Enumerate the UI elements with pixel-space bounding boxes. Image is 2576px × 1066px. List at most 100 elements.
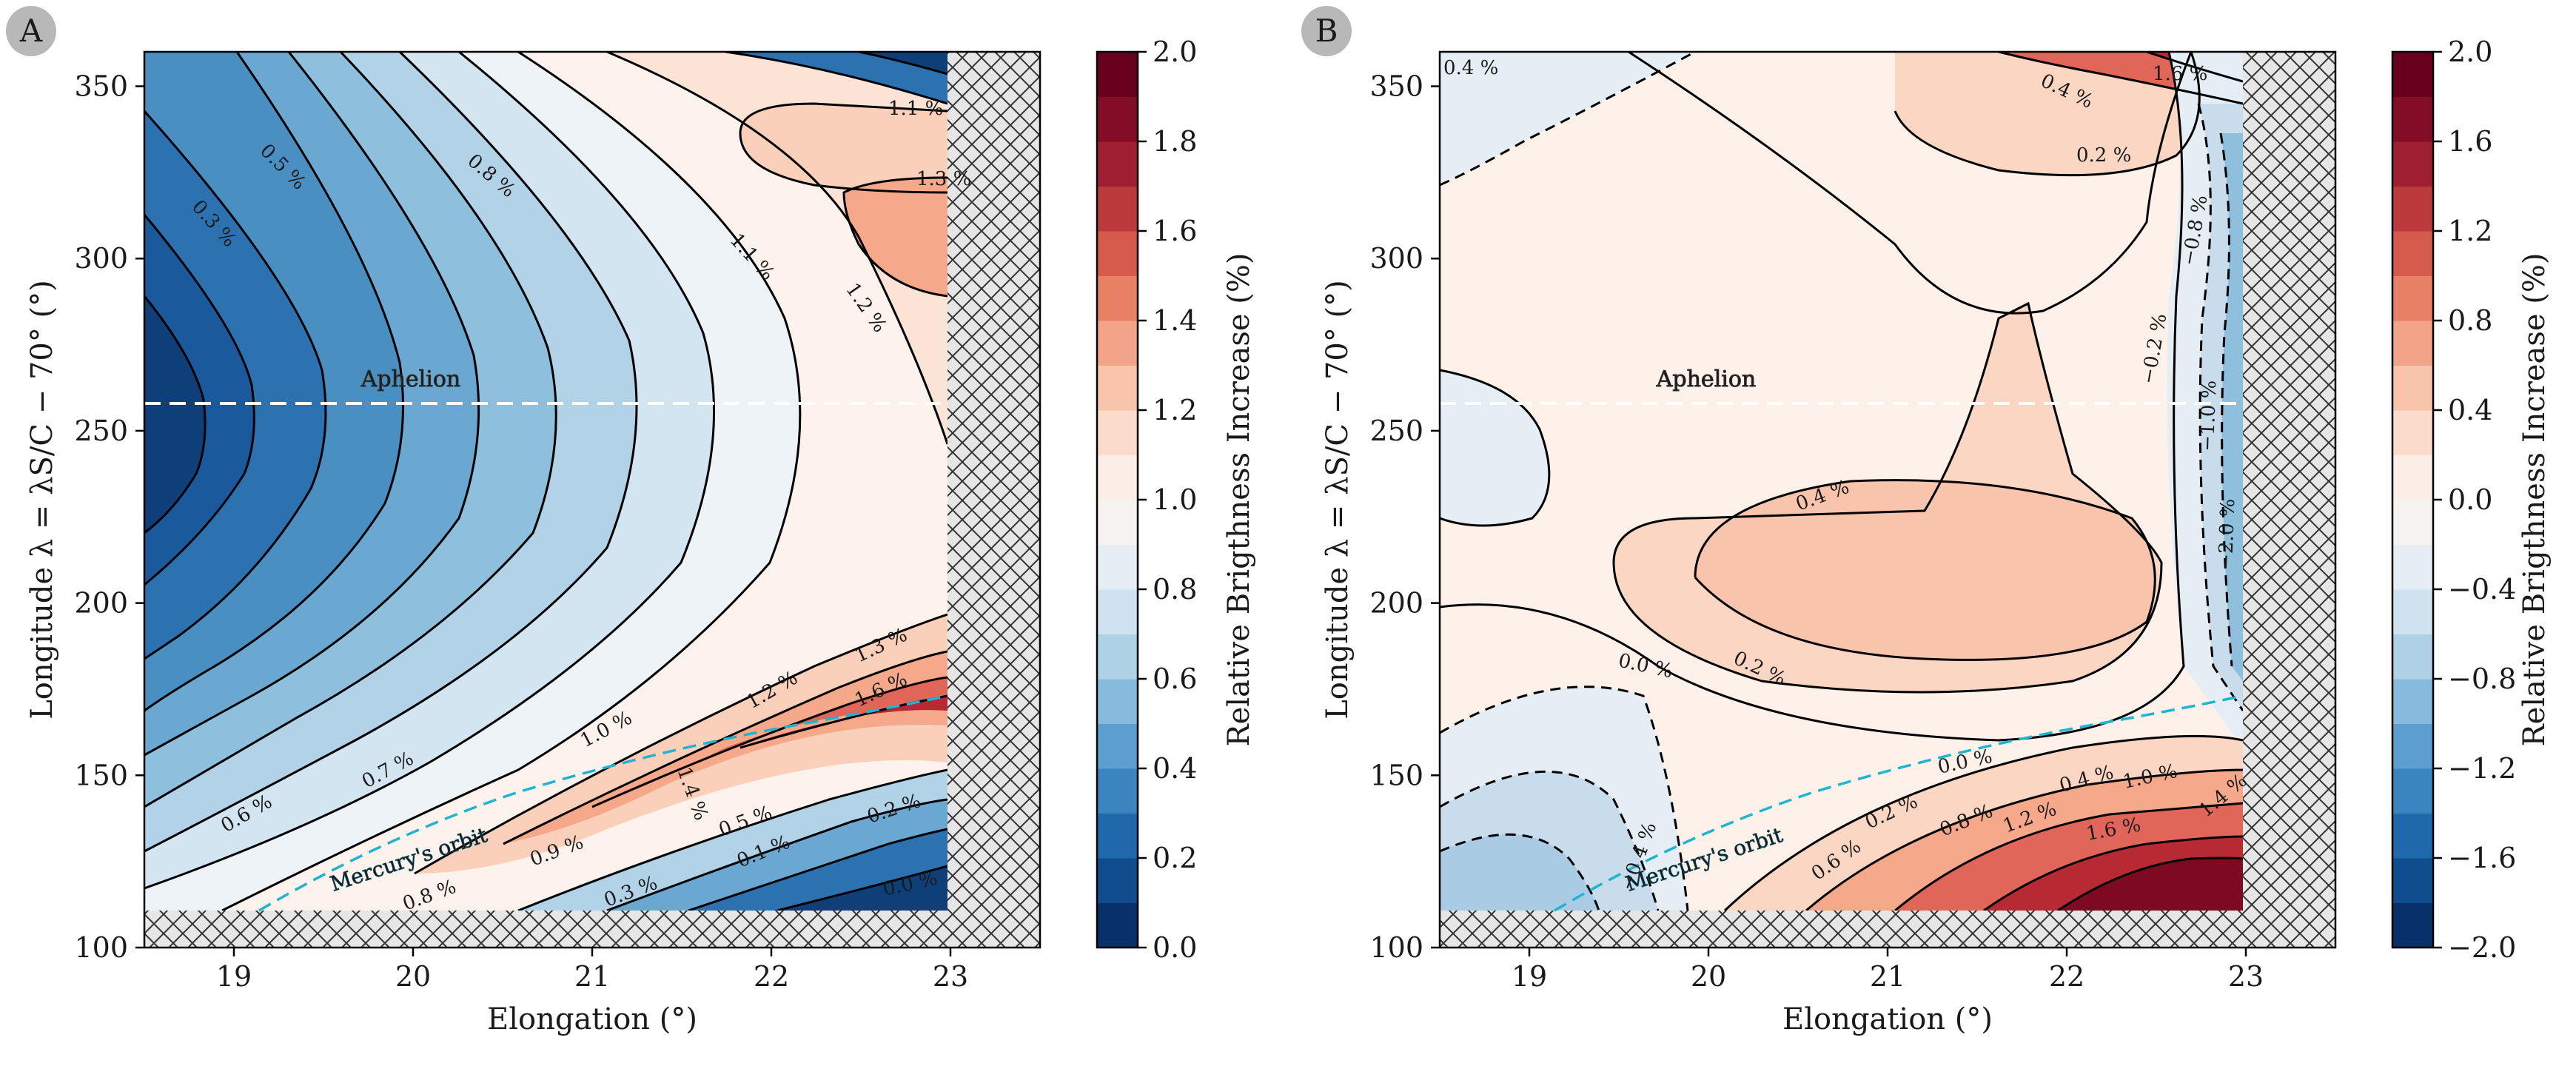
colorbar-tick-label: 0.4 <box>1153 752 1197 785</box>
colorbar-tick-label: 2.0 <box>1153 36 1197 68</box>
colorbar-tick-label: 1.6 <box>2448 125 2492 158</box>
colorbar-segment <box>1097 768 1138 814</box>
colorbar-segment <box>1097 723 1138 769</box>
colorbar-segment <box>1097 500 1138 545</box>
colorbar-b: −2.0 −1.6 −1.2 −0.8 −0.4 0.0 0.4 0.8 1.2 1.6 2.0 Re… <box>2391 36 2552 964</box>
colorbar-segment <box>2392 141 2433 187</box>
colorbar-tick-label: 1.2 <box>1153 394 1197 426</box>
colorbar-segment <box>2392 768 2433 814</box>
panel-badge-a <box>6 6 56 56</box>
y-tick-label: 300 <box>74 242 128 275</box>
x-tick-label: 19 <box>216 960 252 993</box>
colorbar-tick-label: 0.6 <box>1153 663 1197 695</box>
colorbar-segment <box>2392 723 2433 769</box>
colorbar-segment <box>1097 96 1138 142</box>
colorbar-segment <box>2392 321 2433 366</box>
colorbar-segment <box>1097 52 1138 97</box>
contour-label-b: 0.4 % <box>1443 57 1498 79</box>
colorbar-segment <box>2392 275 2433 321</box>
colorbar-tick-label: 1.6 <box>1153 215 1197 247</box>
hatch-bottom-b <box>1440 911 2335 948</box>
colorbar-segment <box>2392 455 2433 500</box>
colorbar-tick-label: −1.6 <box>2448 842 2516 874</box>
y-tick-label: 250 <box>74 415 128 447</box>
contour-label-b: −1.0 % <box>2196 380 2221 452</box>
contour-label-b: 1.6 % <box>2153 63 2207 85</box>
x-tick-label: 21 <box>574 960 610 993</box>
colorbar-segment <box>1097 679 1138 724</box>
colorbar-tick-label: 2.0 <box>2448 36 2492 68</box>
colorbar-segment <box>1097 365 1138 411</box>
contour-label-a: 1.3 % <box>916 168 971 190</box>
y-tick-label: 250 <box>1369 415 1423 447</box>
contour-label-b: 0.2 % <box>2076 144 2131 167</box>
x-axis-label: Elongation (°) <box>1782 1002 1993 1036</box>
colorbar-segment <box>2392 679 2433 724</box>
orbit-line-b <box>1554 694 2244 912</box>
panel-a: A <box>6 6 1256 1036</box>
colorbar-tick-label: 0.4 <box>2448 394 2492 426</box>
panel-label-a: A <box>19 13 43 49</box>
y-tick-label: 150 <box>74 759 128 791</box>
colorbar-segment <box>2392 96 2433 142</box>
y-tick-label: 100 <box>74 931 128 964</box>
y-tick-label: 200 <box>74 587 128 620</box>
colorbar-tick-label: −0.8 <box>2448 663 2516 695</box>
x-tick-label: 23 <box>933 960 968 993</box>
axes-a: 19 20 21 22 23 100 150 200 250 300 350 Elongation (… <box>25 70 968 1036</box>
y-tick-label: 200 <box>1369 587 1423 620</box>
hatch-bottom-a-full <box>144 911 1040 948</box>
colorbar-segment <box>1097 275 1138 321</box>
colorbar-a: 0.0 0.2 0.4 0.6 0.8 1.0 1.2 1.4 1.6 1.8 2.0 Relativ… <box>1096 36 1256 964</box>
x-axis-label: Elongation (°) <box>487 1002 697 1036</box>
colorbar-segment <box>1097 858 1138 903</box>
x-tick-label: 21 <box>1870 960 1905 993</box>
colorbar-segment <box>1097 410 1138 455</box>
colorbar-segment <box>1097 589 1138 634</box>
colorbar-tick-label: 0.8 <box>2448 304 2492 337</box>
colorbar-segment <box>1097 231 1138 276</box>
plot-area-b <box>1440 52 2243 911</box>
colorbar-segment <box>1097 321 1138 366</box>
colorbar-segment <box>2392 410 2433 455</box>
y-tick-label: 300 <box>1369 242 1423 275</box>
colorbar-tick-label: 0.0 <box>1153 931 1197 964</box>
panel-b: B <box>1301 6 2552 1036</box>
x-tick-label: 23 <box>2228 960 2264 993</box>
colorbar-segment <box>1097 634 1138 680</box>
colorbar-segment <box>1097 813 1138 859</box>
colorbar-segment <box>1097 455 1138 500</box>
colorbar-segment <box>2392 902 2433 948</box>
colorbar-segment <box>1097 141 1138 187</box>
colorbar-label: Relative Brigthness Increase (%) <box>1222 253 1256 747</box>
x-tick-label: 20 <box>395 960 431 993</box>
colorbar-segment <box>2392 589 2433 634</box>
colorbar-tick-label: 1.4 <box>1153 304 1197 337</box>
aphelion-label-a: Aphelion <box>360 366 461 392</box>
x-tick-label: 20 <box>1691 960 1726 993</box>
panel-label-b: B <box>1315 13 1338 49</box>
y-axis-label: Longitude λ = λS/C − 70° (°) <box>1321 280 1355 720</box>
colorbar-segment <box>2392 186 2433 232</box>
colorbar-segment <box>2392 365 2433 411</box>
contour-label-a: 1.1 % <box>888 98 943 120</box>
orbit-line-a <box>258 694 948 912</box>
colorbar-segment <box>2392 544 2433 590</box>
y-axis-label: Longitude λ = λS/C − 70° (°) <box>25 280 59 720</box>
colorbar-segment <box>1097 544 1138 590</box>
x-tick-label: 22 <box>754 960 789 993</box>
colorbar-tick-label: 0.2 <box>1153 842 1197 874</box>
colorbar-label: Relative Brigthness Increase (%) <box>2518 253 2552 747</box>
axes-b: 19 20 21 22 23 100 150 200 250 300 350 Elongation (… <box>1321 70 2264 1036</box>
colorbar-tick-label: 1.8 <box>1153 125 1197 158</box>
colorbar-segment <box>2392 858 2433 903</box>
colorbar-tick-label: −1.2 <box>2448 752 2516 785</box>
colorbar-segment <box>2392 52 2433 97</box>
y-tick-label: 350 <box>74 70 128 103</box>
colorbar-segment <box>1097 902 1138 948</box>
contour-label-b: −2.0 % <box>2215 498 2239 570</box>
colorbar-segment <box>2392 634 2433 680</box>
colorbar-tick-label: 0.8 <box>1153 573 1197 606</box>
y-tick-label: 350 <box>1369 70 1423 103</box>
